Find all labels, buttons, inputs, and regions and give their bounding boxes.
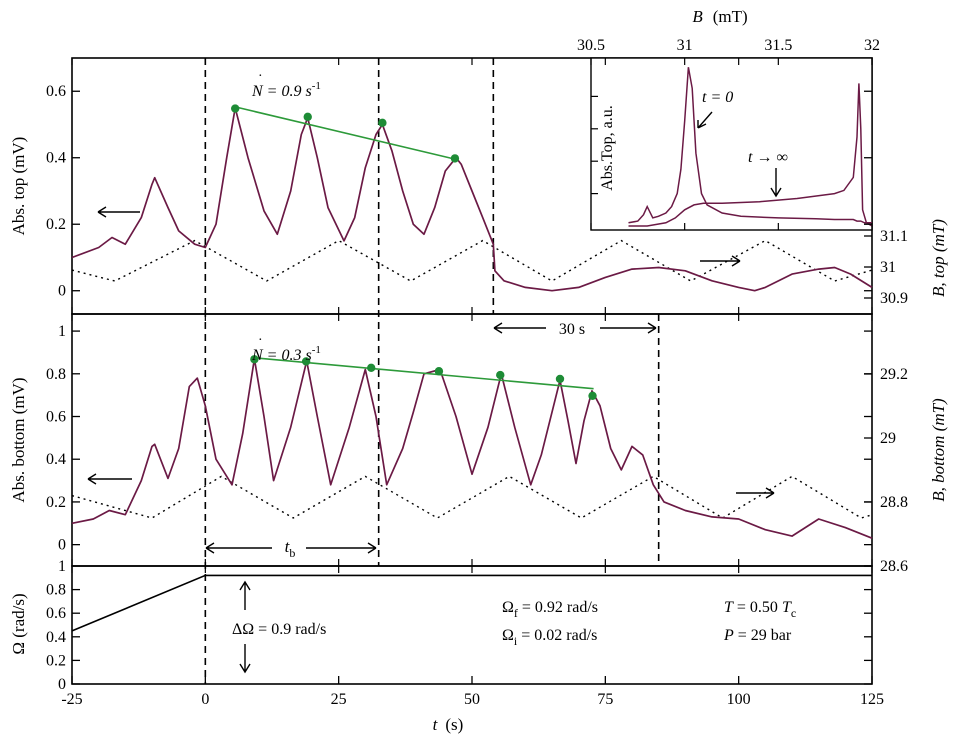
- middle-y-axis-label: Abs. bottom (mV): [9, 377, 28, 502]
- middle-peak-point: [301, 357, 311, 366]
- top-left-arrow: [97, 206, 140, 218]
- x-tick-label: 100: [727, 691, 751, 708]
- middle-signal-line: [71, 357, 873, 539]
- delta-omega-arrow-up: [239, 580, 251, 610]
- middle-peak-point: [434, 367, 444, 376]
- inset-x-tick-label: 32: [864, 37, 880, 54]
- top-signal-line: [71, 107, 873, 292]
- bottom-y-tick-label: 0: [58, 676, 66, 693]
- middle-rate-label: N = 0.3 s-1: [251, 344, 321, 364]
- top-right-tick-label: 30.9: [880, 290, 908, 307]
- inset-tinf-line: [628, 83, 873, 227]
- middle-panel-frame: [71, 313, 873, 567]
- bottom-y-tick-label: 1: [58, 558, 66, 575]
- bottom-panel-frame: [71, 565, 873, 685]
- inset-x-tick-label: 31.5: [764, 37, 792, 54]
- middle-peak-point: [496, 370, 505, 380]
- inset-label-tinf: t → ∞: [748, 149, 788, 166]
- middle-peak-point: [588, 391, 597, 400]
- middle-rate-dot: ·: [258, 333, 263, 348]
- middle-y-tick-label: 0.2: [46, 494, 66, 511]
- pressure-label: P = 29 bar: [723, 627, 792, 644]
- tb-arrow: [205, 542, 377, 554]
- middle-right-tick-label: 28.6: [880, 558, 908, 575]
- omega-line: [71, 574, 872, 632]
- inset-y-label: Abs.Top, a.u.: [599, 105, 616, 191]
- top-y-tick-label: 0.4: [46, 150, 66, 167]
- x-tick-label: 50: [464, 691, 480, 708]
- top-peak-point: [450, 154, 460, 163]
- top-right-tick-label: 31.1: [880, 228, 908, 245]
- interval-30s-arrow: [493, 322, 657, 334]
- top-y-tick-label: 0.6: [46, 83, 66, 100]
- middle-y-tick-label: 0: [58, 537, 66, 554]
- middle-right-tick-label: 29: [880, 430, 896, 447]
- middle-y-tick-label: 0.6: [46, 409, 66, 426]
- inset-x-tick-label: 31: [677, 37, 693, 54]
- top-y-tick-label: 0: [58, 283, 66, 300]
- delta-omega-label: ΔΩ = 0.9 rad/s: [232, 621, 326, 638]
- bottom-y-tick-label: 0.8: [46, 582, 66, 599]
- middle-fit-line: [254, 357, 594, 390]
- omega-i-label: Ωi = 0.02 rad/s: [502, 627, 597, 648]
- x-axis-label: t (s): [433, 715, 464, 734]
- x-tick-label: 0: [201, 691, 209, 708]
- inset-arrow-tinf: [770, 168, 782, 198]
- tb-label: tb: [285, 537, 296, 560]
- x-tick-label: 75: [597, 691, 613, 708]
- x-tick-label: 25: [331, 691, 347, 708]
- top-rate-dot: ·: [258, 69, 263, 84]
- bottom-y-axis-label: Ω (rad/s): [9, 593, 28, 654]
- middle-peak-point: [367, 363, 376, 373]
- middle-y-tick-label: 0.8: [46, 366, 66, 383]
- middle-field-dotted-line: [71, 475, 873, 519]
- omega-f-label: Ωf = 0.92 rad/s: [502, 599, 598, 620]
- bottom-y-tick-label: 0.2: [46, 652, 66, 669]
- inset-t0-line: [628, 67, 872, 224]
- bottom-y-tick-label: 0.4: [46, 629, 66, 646]
- inset-frame: [590, 57, 873, 231]
- top-right-tick-label: 31: [880, 259, 896, 276]
- top-peak-point: [378, 118, 387, 128]
- top-y-tick-label: 0.2: [46, 216, 66, 233]
- middle-y-tick-label: 1: [58, 323, 66, 340]
- delta-omega-arrow-down: [239, 644, 251, 674]
- top-right-arrow: [700, 255, 741, 267]
- middle-left-arrow: [87, 473, 132, 485]
- middle-right-axis-label: B, bottom (mT): [929, 398, 948, 502]
- middle-peak-point: [555, 374, 565, 384]
- inset-x-label: B (mT): [692, 7, 747, 26]
- top-field-dotted-line: [71, 239, 873, 282]
- top-fit-line: [235, 106, 456, 160]
- top-peak-point: [231, 104, 240, 113]
- middle-y-tick-label: 0.4: [46, 451, 66, 468]
- inset-x-tick-label: 30.5: [577, 37, 605, 54]
- interval-30s-label: 30 s: [559, 321, 585, 338]
- middle-peak-point: [250, 355, 259, 364]
- middle-right-tick-label: 29.2: [880, 366, 908, 383]
- x-tick-label: -25: [61, 691, 82, 708]
- x-tick-label: 125: [860, 691, 884, 708]
- top-y-axis-label: Abs. top (mV): [9, 137, 28, 236]
- top-peak-point: [303, 112, 312, 122]
- bottom-y-tick-label: 0.6: [46, 605, 66, 622]
- middle-right-arrow: [736, 487, 775, 499]
- temperature-label: T = 0.50 Tc: [724, 599, 796, 620]
- inset-arrow-t0: [697, 111, 713, 129]
- top-right-axis-label: B, top (mT): [929, 219, 948, 297]
- top-rate-label: N = 0.9 s-1: [251, 80, 321, 100]
- inset-label-t0: t = 0: [702, 89, 733, 106]
- middle-right-tick-label: 28.8: [880, 494, 908, 511]
